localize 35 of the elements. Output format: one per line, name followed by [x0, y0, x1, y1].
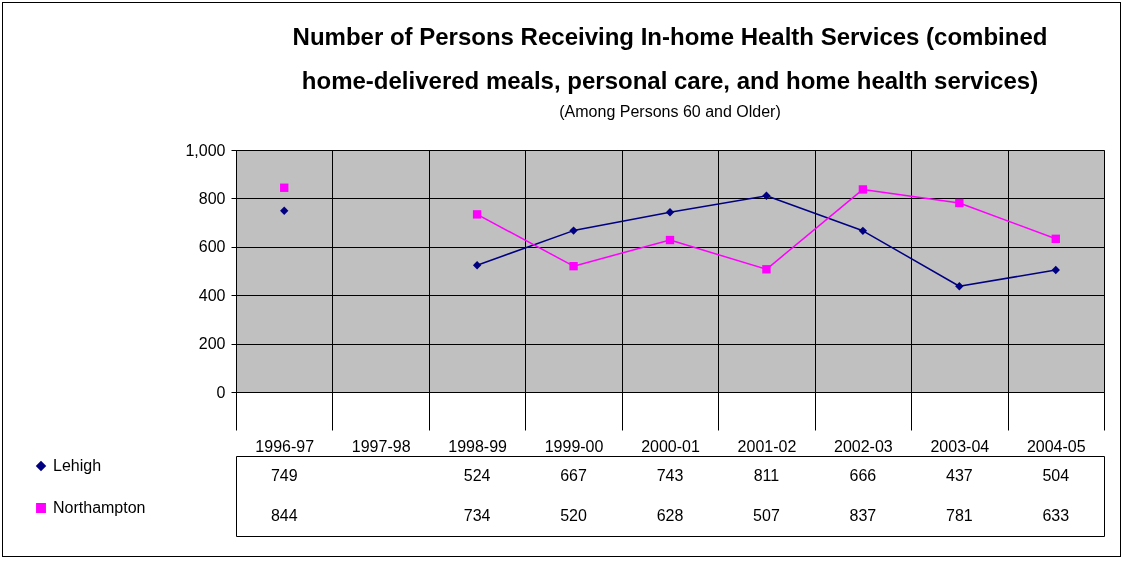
data-label: 811: [753, 467, 780, 484]
data-label: 628: [656, 507, 684, 524]
data-label: 504: [1042, 467, 1070, 484]
x-tick-label: 2002-03: [834, 437, 893, 455]
chart-subtitle: (Among Persons 60 and Older): [559, 102, 781, 120]
data-label: 524: [463, 467, 491, 484]
data-label: 667: [560, 467, 587, 484]
data-label: 781: [945, 507, 973, 524]
data-label: 743: [656, 467, 684, 484]
y-tick-label: 400: [198, 286, 226, 304]
x-tick-label: 2003-04: [930, 437, 990, 455]
x-tick-label: 1998-99: [448, 437, 508, 455]
data-label: 666: [849, 467, 877, 484]
y-tick-label: 200: [198, 335, 226, 353]
legend-label: Northampton: [53, 499, 146, 516]
y-tick-label: 0: [216, 383, 226, 401]
x-tick-label: 1996-97: [255, 437, 315, 455]
chart-title: Number of Persons Receiving In-home Health Services (combined home-delivered meals, personal care, and home health services): [292, 22, 1048, 94]
x-tick-label: 2001-02: [737, 437, 797, 455]
data-label: 844: [270, 507, 298, 524]
data-label: 520: [560, 507, 587, 524]
data-label: 633: [1042, 507, 1070, 524]
x-tick-label: 2000-01: [641, 437, 700, 455]
y-tick-label: 800: [198, 189, 226, 207]
data-label: 507: [753, 507, 780, 524]
data-label: 734: [463, 507, 491, 524]
data-label: 837: [849, 507, 877, 524]
x-tick-label: 2004-05: [1026, 437, 1086, 455]
x-tick-label: 1999-00: [544, 437, 604, 455]
legend-label: Lehigh: [53, 457, 102, 474]
y-tick-label: 600: [198, 238, 226, 256]
x-tick-label: 1997-98: [351, 437, 411, 455]
y-tick-label: 1,000: [185, 141, 226, 159]
data-label: 749: [270, 467, 298, 484]
data-label: 437: [945, 467, 973, 484]
